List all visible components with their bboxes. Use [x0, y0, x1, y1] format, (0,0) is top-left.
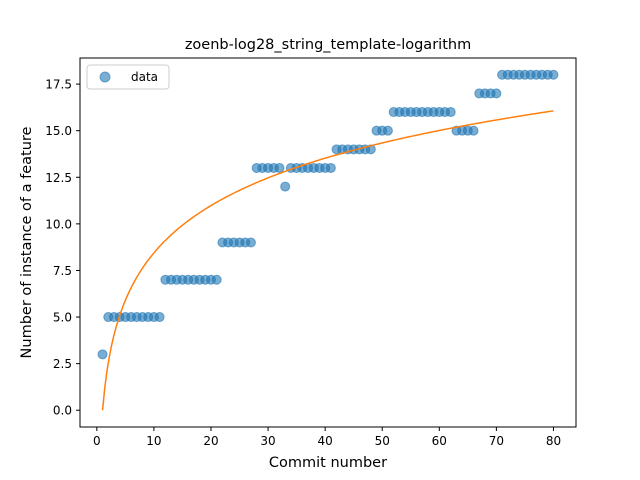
data-point — [280, 181, 291, 192]
data-point — [445, 107, 456, 118]
x-tick-label: 80 — [546, 434, 561, 448]
y-tick-label: 12.5 — [45, 171, 72, 185]
x-tick-label: 20 — [203, 434, 218, 448]
chart-title: zoenb-log28_string_template-logarithm — [185, 37, 471, 53]
axis-ticks: 0 10 20 30 40 50 60 70 80 0.0 2.5 5.0 7.5 10.0 12.5 15.… — [45, 78, 561, 448]
x-tick-label: 40 — [318, 434, 333, 448]
x-tick-label: 50 — [375, 434, 390, 448]
data-point — [382, 125, 393, 136]
x-tick-label: 0 — [93, 434, 101, 448]
legend-label-data: data — [131, 70, 158, 84]
x-tick-label: 60 — [432, 434, 447, 448]
data-point — [468, 125, 479, 136]
y-tick-label: 2.5 — [53, 357, 72, 371]
data-point — [325, 162, 336, 173]
x-tick-label: 70 — [489, 434, 504, 448]
x-axis-label: Commit number — [269, 455, 387, 471]
legend: data — [86, 64, 170, 90]
chart-marks — [97, 69, 559, 411]
data-point — [154, 312, 165, 323]
legend-box — [86, 64, 170, 90]
y-tick-label: 17.5 — [45, 78, 72, 92]
x-tick-label: 10 — [146, 434, 161, 448]
data-point — [548, 69, 559, 80]
x-tick-label: 30 — [260, 434, 275, 448]
y-tick-label: 7.5 — [53, 264, 72, 278]
y-axis-label: Number of instance of a feature — [19, 126, 35, 358]
plot-frame — [79, 57, 577, 428]
data-point — [274, 162, 285, 173]
y-tick-label: 15.0 — [45, 124, 72, 138]
y-tick-label: 5.0 — [53, 311, 72, 325]
fit-line — [101, 110, 554, 411]
plot-background — [80, 58, 576, 427]
y-tick-label: 10.0 — [45, 217, 72, 231]
data-point — [245, 237, 256, 248]
data-point — [491, 88, 502, 99]
data-point — [211, 274, 222, 285]
plot-area — [80, 58, 576, 427]
legend-marker-data — [99, 71, 111, 83]
data-point — [97, 349, 108, 360]
y-tick-label: 0.0 — [53, 404, 72, 418]
